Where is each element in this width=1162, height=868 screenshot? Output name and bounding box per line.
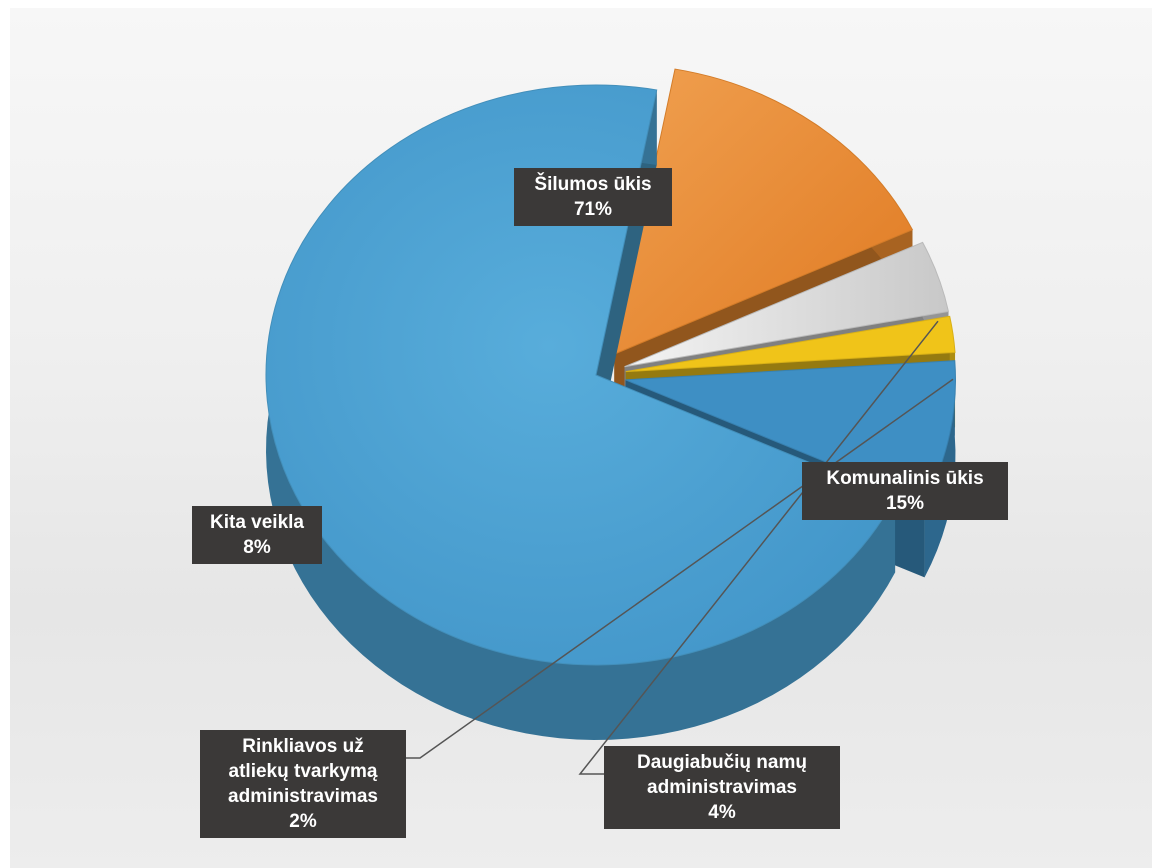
slice-label-daugiabuciu-line2: administravimas <box>647 777 797 798</box>
slice-label-daugiabuciu-line1: Daugiabučių namų <box>637 752 807 773</box>
slice-label-rinkliavos-pct: 2% <box>289 811 317 832</box>
slice-label-daugiabuciu-pct: 4% <box>708 802 736 823</box>
slice-label-rinkliavos-line1: Rinkliavos už <box>242 736 364 757</box>
slice-label-daugiabuciu: Daugiabučių namų administravimas 4% <box>604 746 840 829</box>
slice-label-rinkliavos: Rinkliavos už atliekų tvarkymą administr… <box>200 730 406 838</box>
slice-rinkliavos-top <box>625 315 956 373</box>
slice-label-rinkliavos-line3: administravimas <box>228 786 378 807</box>
slice-label-silumos: Šilumos ūkis 71% <box>514 168 672 226</box>
slice-label-rinkliavos-line2: atliekų tvarkymą <box>228 761 378 782</box>
slice-komunalinis-top <box>613 68 914 355</box>
slice-label-kita: Kita veikla 8% <box>192 506 322 564</box>
slice-label-komunalinis: Komunalinis ūkis 15% <box>802 462 1008 520</box>
slice-label-silumos-name: Šilumos ūkis <box>534 174 652 195</box>
slice-label-kita-name: Kita veikla <box>210 512 304 533</box>
slice-label-komunalinis-pct: 15% <box>885 493 925 514</box>
slice-label-silumos-pct: 71% <box>573 199 613 220</box>
slice-daugiabuciu-top <box>624 241 950 368</box>
slice-label-komunalinis-name: Komunalinis ūkis <box>826 468 984 489</box>
leader-line-rinkliavos <box>406 378 954 759</box>
slice-label-kita-pct: 8% <box>243 537 271 558</box>
